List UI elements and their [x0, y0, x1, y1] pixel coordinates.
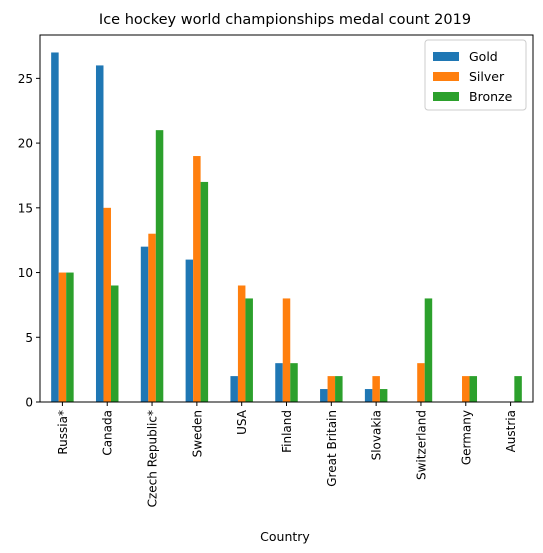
bar-gold-3 [185, 259, 194, 402]
chart-title: Ice hockey world championships medal cou… [99, 12, 471, 28]
x-tick-label-0: Russia* [56, 410, 70, 455]
bar-silver-5 [282, 298, 291, 402]
bar-bronze-8 [424, 298, 433, 402]
y-tick-label-3: 15 [18, 201, 33, 215]
bar-bronze-4 [245, 298, 253, 402]
bar-silver-2 [148, 233, 156, 402]
bar-silver-6 [327, 376, 336, 402]
legend-swatch-silver [433, 72, 459, 81]
bar-gold-2 [140, 246, 149, 402]
x-axis-label: Country [260, 529, 310, 544]
legend: Gold Silver Bronze [424, 39, 527, 111]
bar-bronze-7 [379, 389, 388, 402]
bar-gold-0 [51, 52, 59, 402]
x-tick-label-2: Czech Republic* [146, 410, 160, 507]
bar-silver-1 [103, 207, 111, 402]
y-tick-label-1: 5 [25, 331, 33, 345]
bar-bronze-10 [514, 376, 522, 402]
legend-swatch-gold [433, 52, 459, 61]
legend-label-silver: Silver [469, 69, 505, 84]
x-tick-label-4: USA [235, 409, 249, 435]
bar-bronze-2 [155, 130, 164, 402]
x-tick-label-9: Germany [459, 410, 473, 465]
bar-bronze-3 [200, 181, 209, 402]
bar-silver-9 [462, 376, 470, 402]
y-tick-label-2: 10 [18, 266, 33, 280]
bar-gold-7 [364, 389, 373, 402]
bar-gold-6 [320, 389, 328, 402]
bar-gold-1 [95, 65, 104, 403]
x-tick-label-8: Switzerland [414, 410, 428, 480]
bar-silver-3 [193, 156, 201, 402]
axes-frame [39, 34, 534, 403]
x-tick-label-7: Slovakia [370, 410, 384, 460]
bar-bronze-1 [110, 285, 119, 402]
bar-silver-4 [237, 285, 246, 402]
bar-gold-4 [230, 376, 238, 402]
x-tick-label-1: Canada [101, 410, 115, 456]
legend-swatch-bronze [433, 92, 459, 101]
x-tick-label-5: Finland [280, 410, 294, 453]
x-tick-label-10: Austria [504, 410, 518, 452]
bar-bronze-9 [469, 376, 478, 402]
x-tick-label-3: Sweden [190, 410, 204, 457]
legend-label-gold: Gold [469, 49, 498, 64]
y-tick-label-5: 25 [18, 72, 33, 86]
bar-silver-7 [372, 376, 380, 402]
x-tick-label-6: Great Britain [325, 410, 339, 487]
y-tick-label-4: 20 [18, 137, 33, 151]
bar-gold-5 [275, 363, 283, 402]
bar-bronze-0 [66, 272, 74, 402]
bar-bronze-5 [290, 363, 298, 402]
legend-label-bronze: Bronze [469, 89, 513, 104]
bar-silver-0 [58, 272, 67, 402]
plot-area: 0 5 10 15 20 25 Russia* Canada Czech Republic* Sw… [18, 34, 534, 507]
bar-silver-8 [417, 363, 425, 402]
y-tick-label-0: 0 [25, 396, 33, 410]
bar-bronze-6 [335, 376, 343, 402]
